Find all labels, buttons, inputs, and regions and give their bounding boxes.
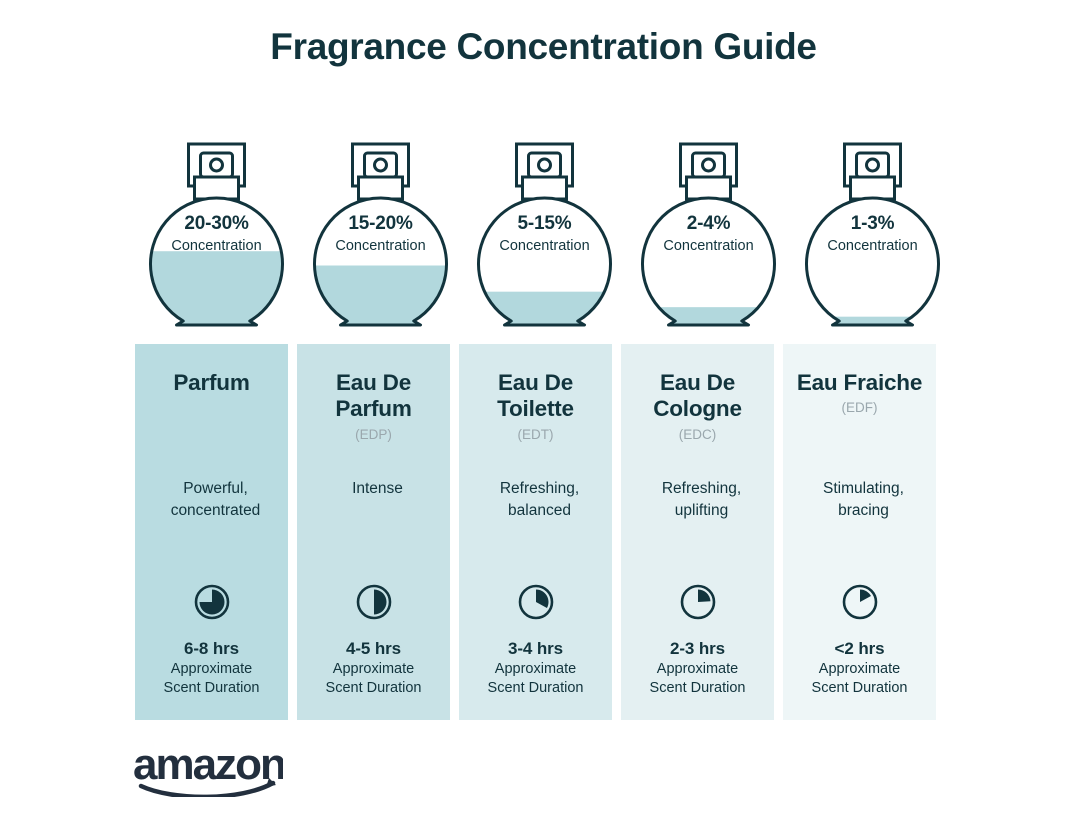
bottle-nozzle-icon bbox=[537, 157, 552, 173]
clock-icon bbox=[842, 584, 877, 620]
clock-icon bbox=[518, 584, 553, 620]
card-abbreviation: (EDP) bbox=[355, 426, 392, 442]
duration-caption: Approximate Scent Duration bbox=[811, 661, 908, 697]
page-title: Fragrance Concentration Guide bbox=[270, 26, 817, 67]
card-title: Eau Fraiche bbox=[796, 370, 923, 395]
card-2: Eau De Parfum (EDP) Intense 4-5 hrs Approxim… bbox=[297, 344, 450, 720]
clock-wedge bbox=[373, 589, 386, 615]
clock-ring bbox=[356, 584, 391, 620]
clock-ring bbox=[518, 584, 553, 620]
bottle-body-outline bbox=[641, 196, 776, 327]
card-duration: 3-4 hrs Approximate Scent Duration bbox=[459, 638, 612, 699]
bottle-cell-2: 15-20% Concentration bbox=[299, 136, 462, 336]
bottle-collar-icon bbox=[357, 175, 404, 201]
duration-caption: Approximate Scent Duration bbox=[649, 661, 746, 697]
card-3: Eau De Toilette (EDT) Refreshing, balanced 3… bbox=[459, 344, 612, 720]
card-5: Eau Fraiche (EDF) Stimulating, bracing <2 hr… bbox=[783, 344, 936, 720]
bottle-liquid-level bbox=[806, 316, 939, 325]
bottle-body-outline bbox=[805, 196, 940, 327]
clock-icon bbox=[194, 584, 229, 620]
card-description: Refreshing, balanced bbox=[499, 480, 580, 519]
card-duration: 2-3 hrs Approximate Scent Duration bbox=[621, 638, 774, 699]
card-title: Eau De Parfum bbox=[335, 370, 412, 422]
duration-value: 4-5 hrs bbox=[345, 639, 402, 658]
card-description: Intense bbox=[352, 480, 403, 497]
clock-icon-wrap bbox=[297, 582, 450, 622]
card-4: Eau De Cologne (EDC) Refreshing, uplifting 2… bbox=[621, 344, 774, 720]
bottle-body-fill bbox=[642, 198, 775, 325]
clock-ring bbox=[842, 584, 877, 620]
bottle-body-outline bbox=[477, 196, 612, 327]
bottle-body-outline bbox=[313, 196, 448, 327]
bottle-icon bbox=[149, 142, 284, 327]
bottle-collar-icon bbox=[849, 175, 896, 201]
duration-value: 2-3 hrs bbox=[669, 639, 726, 658]
clock-icon-wrap bbox=[459, 582, 612, 622]
amazon-smile-icon bbox=[138, 780, 276, 800]
card-title: Eau De Cologne bbox=[653, 370, 742, 422]
bottle-cell-5: 1-3% Concentration bbox=[791, 136, 954, 336]
card-1: Parfum Powerful, concentrated 6-8 hrs Approx… bbox=[135, 344, 288, 720]
duration-value: 3-4 hrs bbox=[507, 639, 564, 658]
bottle-icon bbox=[313, 142, 448, 327]
bottle-cell-3: 5-15% Concentration bbox=[463, 136, 626, 336]
clock-icon bbox=[680, 584, 715, 620]
clock-icon bbox=[356, 584, 391, 620]
duration-caption: Approximate Scent Duration bbox=[163, 661, 260, 697]
bottle-collar-icon bbox=[193, 175, 240, 201]
bottle-nozzle-icon bbox=[865, 157, 880, 173]
clock-wedge bbox=[697, 589, 710, 602]
clock-ring bbox=[680, 584, 715, 620]
clock-icon-wrap bbox=[621, 582, 774, 622]
bottle-body-fill bbox=[806, 198, 939, 325]
clock-icon-wrap bbox=[783, 582, 936, 622]
bottle-cell-1: 20-30% Concentration bbox=[135, 136, 298, 336]
card-description: Stimulating, bracing bbox=[823, 480, 904, 519]
clock-wedge bbox=[535, 589, 548, 609]
card-abbreviation: (EDF) bbox=[841, 400, 878, 416]
card-abbreviation: (EDC) bbox=[678, 426, 717, 442]
card-row: Parfum Powerful, concentrated 6-8 hrs Approx… bbox=[135, 344, 936, 720]
bottle-liquid-level bbox=[642, 307, 775, 325]
bottle-icon bbox=[641, 142, 776, 327]
duration-value: <2 hrs bbox=[834, 639, 885, 658]
clock-icon-wrap bbox=[135, 582, 288, 622]
clock-ring bbox=[194, 584, 229, 620]
bottle-row: 20-30% Concentration 15-20% Concentration 5-… bbox=[135, 136, 940, 336]
card-title: Parfum bbox=[173, 370, 250, 395]
bottle-collar-icon bbox=[685, 175, 732, 201]
card-duration: 6-8 hrs Approximate Scent Duration bbox=[135, 638, 288, 699]
bottle-collar-icon bbox=[521, 175, 568, 201]
bottle-icon bbox=[805, 142, 940, 327]
bottle-liquid-level bbox=[150, 251, 283, 325]
duration-caption: Approximate Scent Duration bbox=[325, 661, 422, 697]
card-title: Eau De Toilette bbox=[497, 370, 574, 422]
bottle-nozzle-icon bbox=[373, 157, 388, 173]
card-description: Refreshing, uplifting bbox=[661, 480, 742, 519]
bottle-cell-4: 2-4% Concentration bbox=[627, 136, 790, 336]
bottle-nozzle-icon bbox=[701, 157, 716, 173]
bottle-nozzle-icon bbox=[209, 157, 224, 173]
bottle-icon bbox=[477, 142, 612, 327]
card-abbreviation: (EDT) bbox=[517, 426, 554, 442]
card-description: Powerful, concentrated bbox=[170, 480, 261, 519]
amazon-logo: amazon bbox=[133, 740, 287, 800]
amazon-smile-arrow-icon bbox=[266, 778, 276, 787]
card-duration: 4-5 hrs Approximate Scent Duration bbox=[297, 638, 450, 699]
card-duration: <2 hrs Approximate Scent Duration bbox=[783, 638, 936, 699]
duration-caption: Approximate Scent Duration bbox=[487, 661, 584, 697]
bottle-body-outline bbox=[149, 196, 284, 327]
clock-wedge bbox=[199, 589, 224, 615]
clock-wedge bbox=[859, 589, 871, 602]
amazon-wordmark: amazon bbox=[133, 745, 283, 789]
duration-value: 6-8 hrs bbox=[183, 639, 240, 658]
